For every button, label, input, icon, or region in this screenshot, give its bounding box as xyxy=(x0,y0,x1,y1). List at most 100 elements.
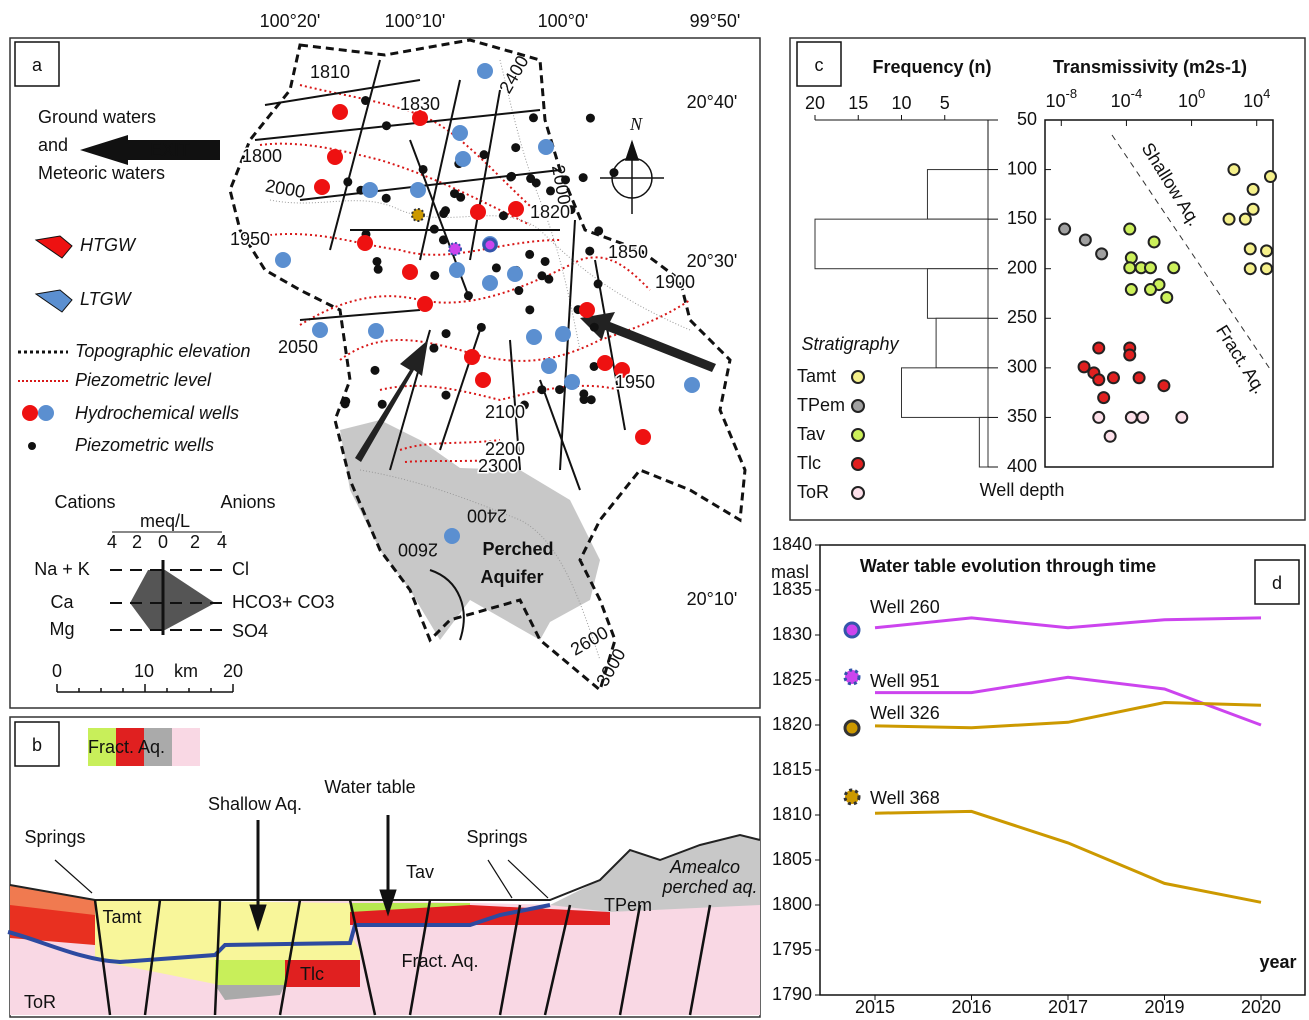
fault xyxy=(540,380,580,490)
scatter-point xyxy=(1228,164,1239,175)
legend-label: LTGW xyxy=(80,289,133,309)
section-legend-label: Fract. Aq. xyxy=(88,737,165,757)
piezometric-well xyxy=(341,397,350,406)
piezometric-label: 1800 xyxy=(242,146,282,166)
topographic-label: 3000 xyxy=(592,645,629,690)
piezometric-well xyxy=(541,257,550,266)
htgw-well xyxy=(357,235,373,251)
scatter-point xyxy=(1093,412,1104,423)
exit-text: and xyxy=(38,135,68,155)
scatter-point xyxy=(1158,380,1169,391)
section-label: ToR xyxy=(24,992,56,1012)
piezometric-label: 1820 xyxy=(530,202,570,222)
legend-label: Piezometric level xyxy=(75,370,212,390)
piezometric-well xyxy=(529,113,538,122)
piezometric-label: 1850 xyxy=(608,242,648,262)
swatch xyxy=(172,728,200,766)
red-well-symbol xyxy=(22,405,38,421)
scatter-point xyxy=(1176,412,1187,423)
depth-tick-label: 50 xyxy=(1017,109,1037,129)
piezometric-well xyxy=(514,286,523,295)
legend-label: ToR xyxy=(797,482,829,502)
scatter-point xyxy=(1126,412,1137,423)
latitude-label: 20°40' xyxy=(687,92,738,112)
scale-tick: 10 xyxy=(134,661,154,681)
piezometric-well xyxy=(343,177,352,186)
transmissivity-tick-label: 104 xyxy=(1243,86,1270,110)
spring-pointer xyxy=(55,860,92,893)
ltgw-well xyxy=(477,63,493,79)
piezometric-well xyxy=(526,174,535,183)
piezometric-well xyxy=(372,257,381,266)
north-label: N xyxy=(629,114,643,134)
piezometric-well xyxy=(507,172,516,181)
legend-marker xyxy=(845,721,859,735)
piezometric-well xyxy=(609,168,618,177)
piezometric-well xyxy=(544,275,553,284)
htgw-symbol xyxy=(36,236,72,258)
stiff-tick: 0 xyxy=(158,532,168,552)
scatter-point xyxy=(1080,234,1091,245)
piezometric-well xyxy=(429,344,438,353)
x-axis-label: year xyxy=(1259,952,1296,972)
scatter-point xyxy=(1145,284,1156,295)
y-tick-label: 1840 xyxy=(772,534,812,554)
scatter-point xyxy=(1124,349,1135,360)
stiff-unit: meq/L xyxy=(140,511,190,531)
piezometric-well xyxy=(477,323,486,332)
histogram-title: Frequency (n) xyxy=(872,57,991,77)
piezometric-well xyxy=(511,143,520,152)
exit-text: Meteoric waters xyxy=(38,163,165,183)
piezometric-well xyxy=(439,209,448,218)
section-label: Water table xyxy=(324,777,415,797)
series-line xyxy=(875,618,1261,628)
section-label: TPem xyxy=(604,895,652,915)
piezometric-well xyxy=(439,235,448,244)
scatter-point xyxy=(1108,372,1119,383)
piezometric-well xyxy=(590,323,599,332)
legend-marker xyxy=(845,623,859,637)
stiff-anion: SO4 xyxy=(232,621,268,641)
depth-tick-label: 200 xyxy=(1007,257,1037,277)
scatter-annotation: Fract. Aq. xyxy=(1212,321,1270,397)
longitude-label: 100°20' xyxy=(260,11,321,31)
piezometric-label: 2100 xyxy=(485,402,525,422)
fault xyxy=(560,220,575,470)
ltgw-well xyxy=(526,329,542,345)
legend-label: Topographic elevation xyxy=(75,341,250,361)
scatter-point xyxy=(1096,248,1107,259)
legend-label: TPem xyxy=(797,395,845,415)
y-tick-label: 1790 xyxy=(772,984,812,1004)
y-tick-label: 1820 xyxy=(772,714,812,734)
scatter-annotation: Shallow Aq. xyxy=(1138,139,1205,229)
section-label: Springs xyxy=(24,827,85,847)
panel-label: a xyxy=(32,55,43,75)
stiff-tick: 2 xyxy=(190,532,200,552)
topographic-label: 2000 xyxy=(264,175,307,202)
y-axis-label: masl xyxy=(771,562,809,582)
section-label: Fract. Aq. xyxy=(401,951,478,971)
ltgw-well xyxy=(684,377,700,393)
topographic-label: 2400 xyxy=(495,52,532,97)
legend-label: Well 260 xyxy=(870,597,940,617)
topographic-label: 2400 xyxy=(467,505,507,525)
piezometric-well xyxy=(586,114,595,123)
piezometric-well xyxy=(450,189,459,198)
piezometric-well xyxy=(430,271,439,280)
ltgw-well xyxy=(482,275,498,291)
piezometric-well xyxy=(442,329,451,338)
highlight-well xyxy=(412,209,424,221)
scatter-point xyxy=(1265,171,1276,182)
section-label: Tamt xyxy=(102,907,141,927)
contour xyxy=(340,300,690,361)
histogram-tick-label: 10 xyxy=(891,93,911,113)
scatter-point xyxy=(1137,412,1148,423)
ltgw-well xyxy=(362,182,378,198)
scatter-point xyxy=(1105,431,1116,442)
piezo-well-symbol xyxy=(28,442,36,450)
cross-section xyxy=(8,728,760,1015)
panel-label: c xyxy=(815,55,824,75)
scale-unit: km xyxy=(174,661,198,681)
piezometric-well xyxy=(378,400,387,409)
transmissivity-tick-label: 10-4 xyxy=(1111,86,1143,110)
